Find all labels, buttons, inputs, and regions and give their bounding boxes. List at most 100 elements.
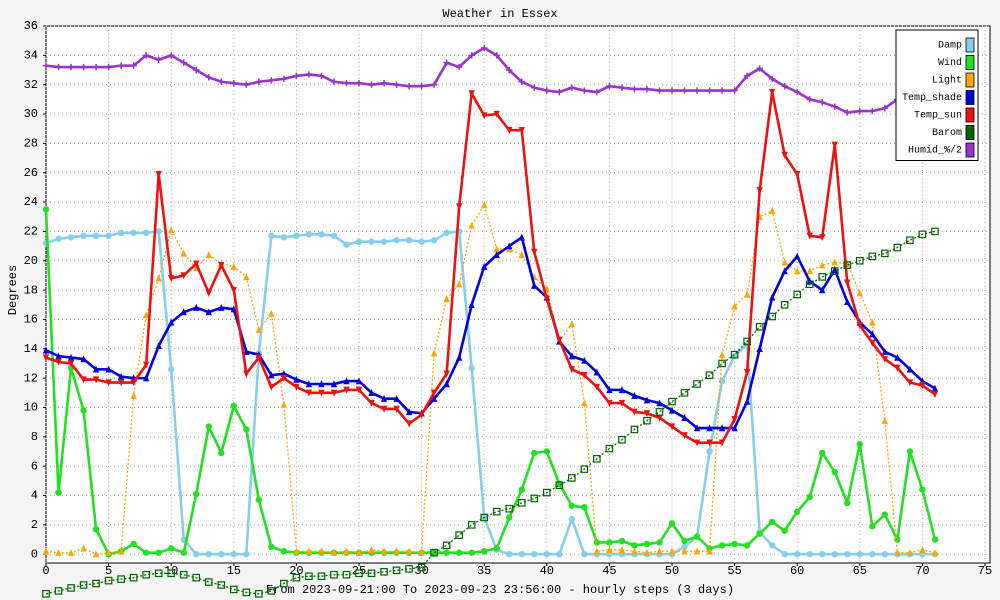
point — [443, 370, 450, 378]
point — [430, 81, 438, 88]
point — [117, 379, 125, 387]
point — [443, 549, 450, 556]
point — [455, 549, 463, 556]
y-tick-label: 12 — [24, 371, 38, 385]
legend-label: Wind — [938, 57, 962, 69]
point — [681, 537, 688, 545]
point — [918, 230, 927, 239]
point — [718, 424, 726, 432]
point — [631, 542, 638, 549]
point — [693, 87, 701, 94]
point — [605, 444, 614, 453]
point — [731, 540, 738, 548]
point — [856, 322, 863, 330]
point — [831, 468, 838, 476]
legend-label: Barom — [932, 128, 962, 139]
point — [894, 364, 901, 372]
point — [168, 226, 175, 234]
point — [506, 242, 513, 250]
point — [581, 371, 588, 379]
point — [768, 75, 776, 83]
point — [743, 337, 751, 346]
point — [92, 579, 100, 588]
point — [819, 234, 826, 241]
point — [393, 81, 400, 88]
point — [92, 550, 100, 558]
point — [455, 203, 463, 211]
point — [355, 549, 363, 556]
point — [343, 241, 350, 248]
y-tick-label: 26 — [24, 166, 38, 180]
point — [843, 261, 852, 269]
point — [831, 265, 838, 273]
x-tick-label: 55 — [727, 564, 741, 578]
y-tick-label: 20 — [24, 254, 38, 268]
point — [142, 549, 150, 556]
point — [80, 232, 87, 240]
x-tick-label: 70 — [915, 564, 929, 578]
point — [368, 81, 375, 88]
point — [568, 474, 576, 482]
point — [142, 361, 150, 369]
point — [693, 533, 701, 540]
point — [305, 71, 313, 78]
point — [631, 408, 638, 416]
y-tick-label: 32 — [24, 78, 38, 92]
point — [268, 77, 275, 84]
point — [531, 281, 538, 289]
point — [155, 549, 162, 556]
point — [368, 238, 375, 245]
point — [405, 547, 413, 555]
point — [593, 455, 601, 463]
series-line — [45, 230, 936, 595]
point — [129, 573, 138, 582]
point — [931, 384, 939, 392]
point — [906, 365, 914, 373]
point — [42, 62, 50, 69]
point — [330, 380, 338, 388]
point — [481, 201, 488, 209]
point — [230, 585, 238, 594]
point — [656, 539, 663, 546]
point — [267, 587, 276, 595]
point — [280, 374, 288, 382]
point — [643, 549, 651, 556]
point — [731, 424, 738, 432]
point — [643, 416, 651, 425]
point — [155, 56, 162, 63]
point — [518, 233, 525, 241]
point — [218, 550, 225, 558]
point — [318, 547, 325, 555]
point — [405, 420, 413, 428]
point — [154, 569, 163, 578]
point — [668, 397, 676, 406]
point — [330, 232, 338, 240]
series-line — [45, 235, 936, 430]
point — [881, 249, 889, 258]
point — [268, 309, 275, 317]
point — [180, 59, 187, 66]
x-tick-label: 45 — [602, 564, 616, 578]
point — [919, 486, 926, 493]
point — [568, 366, 576, 374]
point — [869, 339, 876, 347]
point — [543, 550, 550, 558]
y-tick-label: 16 — [24, 313, 38, 327]
point — [656, 414, 663, 422]
point — [380, 568, 388, 576]
point — [830, 267, 839, 275]
legend-box — [895, 29, 979, 161]
point — [481, 112, 488, 120]
point — [543, 448, 550, 455]
point — [806, 550, 813, 558]
point — [117, 229, 125, 237]
point — [355, 80, 363, 87]
point — [355, 377, 363, 385]
y-tick-label: 10 — [24, 401, 38, 415]
point — [243, 81, 250, 88]
point — [794, 508, 801, 515]
y-tick-label: 22 — [24, 225, 38, 239]
point — [493, 245, 500, 253]
point — [268, 232, 275, 240]
